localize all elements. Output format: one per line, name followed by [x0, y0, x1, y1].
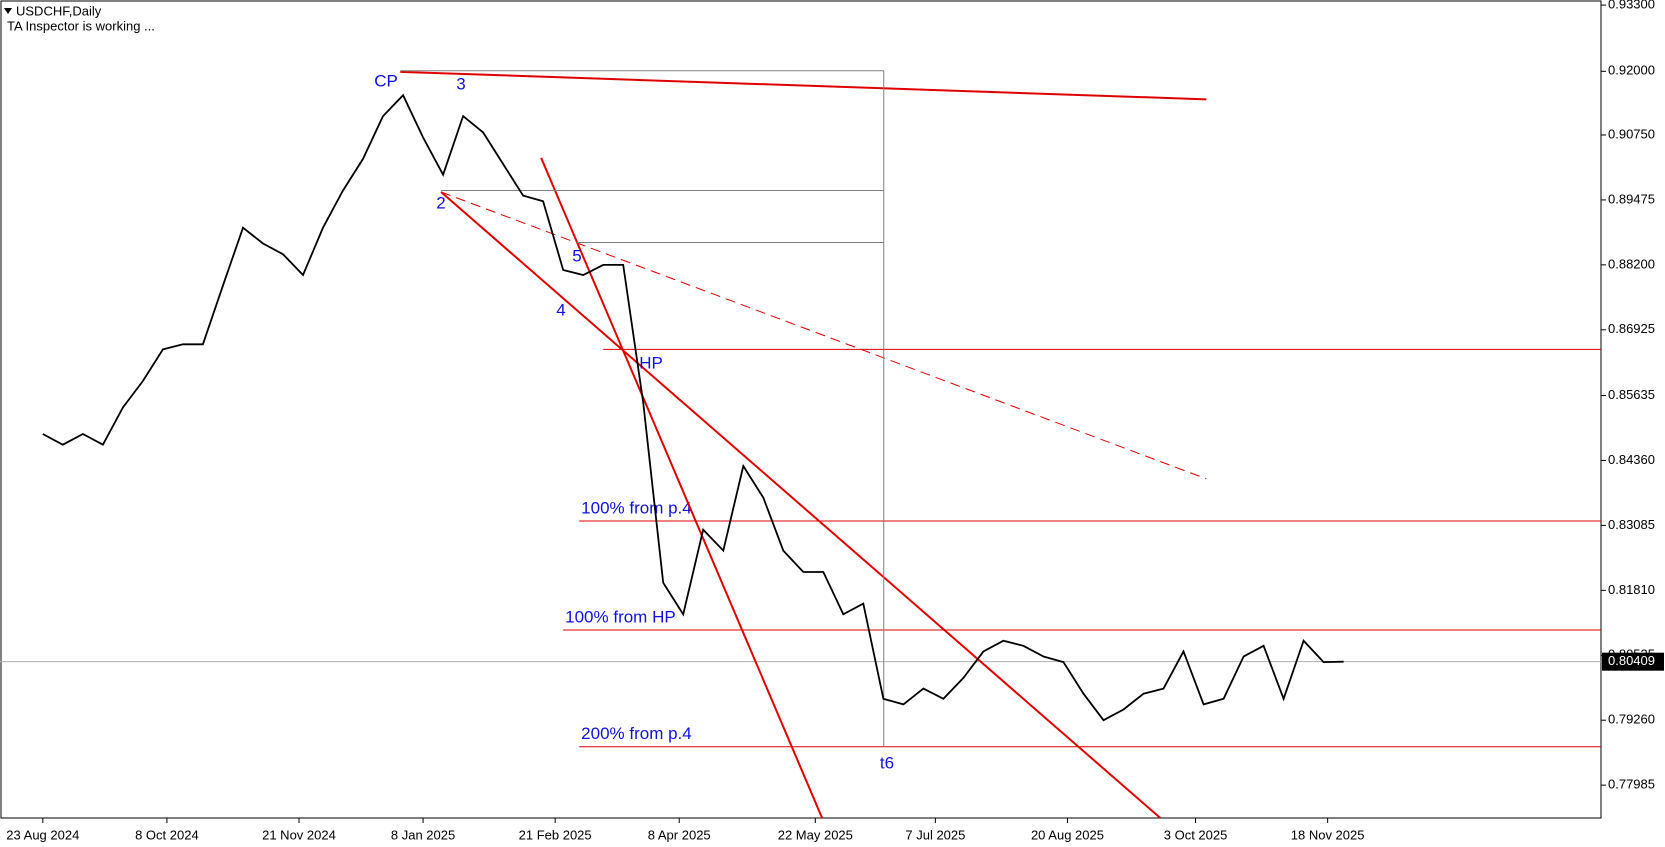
trend-line — [400, 70, 1207, 101]
trend-line — [440, 191, 1161, 819]
y-tick-label: 0.81810 — [1608, 582, 1655, 597]
x-tick-label: 3 Oct 2025 — [1164, 827, 1228, 842]
price-line — [42, 93, 1344, 722]
wave-label: 5 — [572, 246, 581, 265]
y-tick-label: 0.88200 — [1608, 256, 1655, 271]
chart-subtitle: TA Inspector is working ... — [7, 18, 155, 33]
y-tick-label: 0.77985 — [1608, 777, 1655, 792]
x-tick-label: 20 Aug 2025 — [1031, 827, 1104, 842]
x-tick-label: 21 Nov 2024 — [262, 827, 336, 842]
y-tick-label: 0.84360 — [1608, 452, 1655, 467]
trend-line — [440, 191, 1207, 480]
chart-title: USDCHF,Daily — [16, 3, 102, 18]
current-price-box — [1602, 652, 1664, 671]
wave-label: 2 — [436, 193, 445, 212]
wave-label: t6 — [880, 753, 894, 772]
y-tick-label: 0.90750 — [1608, 126, 1655, 141]
level-label: 100% from HP — [565, 608, 676, 627]
x-tick-label: 22 May 2025 — [778, 827, 853, 842]
level-label: 200% from p.4 — [581, 724, 692, 743]
level-label: 100% from p.4 — [581, 499, 692, 518]
wave-label: HP — [639, 353, 663, 372]
plot-frame — [0, 0, 1602, 819]
y-tick-label: 0.83085 — [1608, 517, 1655, 532]
current-price-label: 0.80409 — [1608, 653, 1655, 668]
x-tick-label: 21 Feb 2025 — [519, 827, 592, 842]
x-tick-label: 18 Nov 2025 — [1291, 827, 1365, 842]
x-tick-label: 8 Apr 2025 — [648, 827, 711, 842]
x-tick-label: 8 Oct 2024 — [135, 827, 199, 842]
y-tick-label: 0.89475 — [1608, 191, 1655, 206]
wave-label: CP — [374, 71, 398, 90]
x-tick-label: 8 Jan 2025 — [391, 827, 455, 842]
wave-label: 4 — [556, 300, 565, 319]
y-tick-label: 0.86925 — [1608, 321, 1655, 336]
x-tick-label: 23 Aug 2024 — [6, 827, 79, 842]
x-tick-label: 7 Jul 2025 — [905, 827, 965, 842]
y-tick-label: 0.85635 — [1608, 387, 1655, 402]
y-tick-label: 0.93300 — [1608, 0, 1655, 12]
y-tick-label: 0.92000 — [1608, 63, 1655, 78]
trend-line — [540, 157, 824, 819]
y-tick-label: 0.79260 — [1608, 712, 1655, 727]
menu-arrow — [4, 8, 12, 14]
wave-label: 3 — [456, 74, 465, 93]
